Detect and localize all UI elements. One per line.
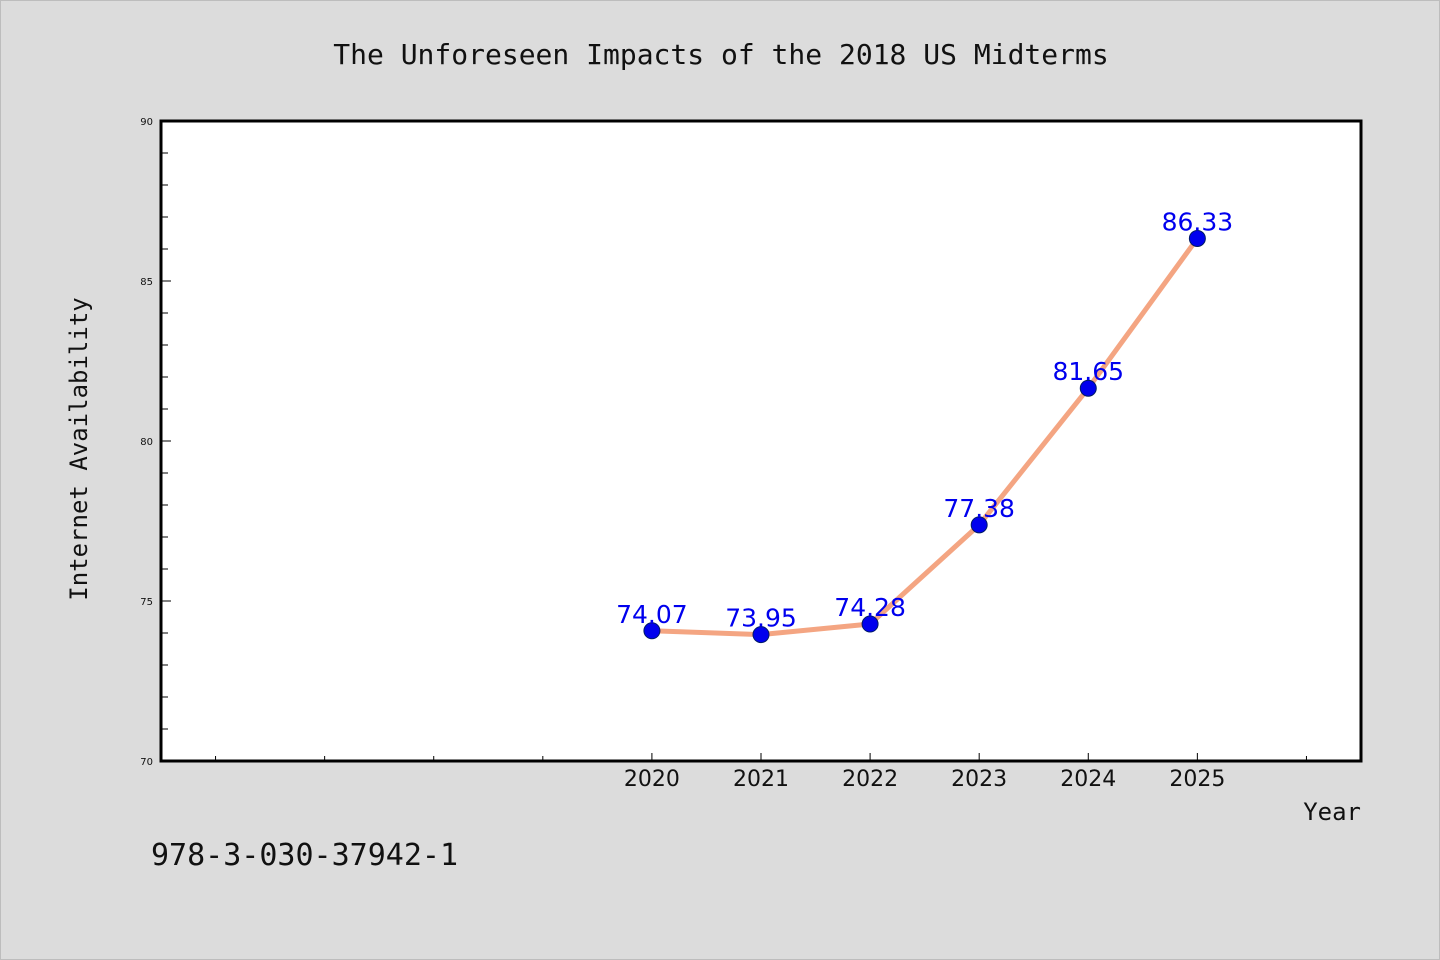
data-label: 81.65 (1052, 357, 1124, 386)
data-label: 74.07 (616, 600, 688, 629)
series-layer (643, 229, 1206, 644)
x-tick-label: 2024 (1060, 767, 1116, 792)
data-label: 77.38 (943, 494, 1015, 523)
y-tick-label: 85 (140, 277, 153, 288)
data-point (1188, 229, 1206, 247)
y-tick-label: 90 (140, 117, 153, 128)
x-tick-label: 2025 (1169, 767, 1225, 792)
footer-code: 978-3-030-37942-1 (151, 838, 458, 873)
data-label: 73.95 (725, 604, 797, 633)
y-axis-label: Internet Availability (65, 297, 93, 600)
x-tick-label: 2021 (733, 767, 789, 792)
data-point (643, 622, 661, 640)
x-tick-label: 2020 (624, 767, 680, 792)
x-axis-label: Year (1303, 798, 1361, 826)
data-point (1079, 379, 1097, 397)
x-tick-label: 2023 (951, 767, 1007, 792)
y-tick-label: 70 (140, 757, 153, 768)
y-tick-label: 80 (140, 437, 153, 448)
data-label: 74.28 (834, 593, 906, 622)
x-tick-label: 2022 (842, 767, 898, 792)
data-label: 86.33 (1162, 207, 1234, 236)
data-point (970, 516, 988, 534)
y-tick-label: 75 (140, 597, 153, 608)
data-point (861, 615, 879, 633)
chart-title: The Unforeseen Impacts of the 2018 US Mi… (333, 38, 1108, 71)
y-axis-ticks: 70 75 80 85 90 (140, 117, 171, 768)
data-point (752, 626, 770, 644)
plot-area (159, 119, 1363, 763)
data-labels: 74.07 73.95 74.28 77.38 81.65 86.33 (616, 207, 1233, 632)
x-axis-ticks: 2020 2021 2022 2023 2024 2025 (215, 753, 1307, 792)
series-line (649, 235, 1200, 638)
